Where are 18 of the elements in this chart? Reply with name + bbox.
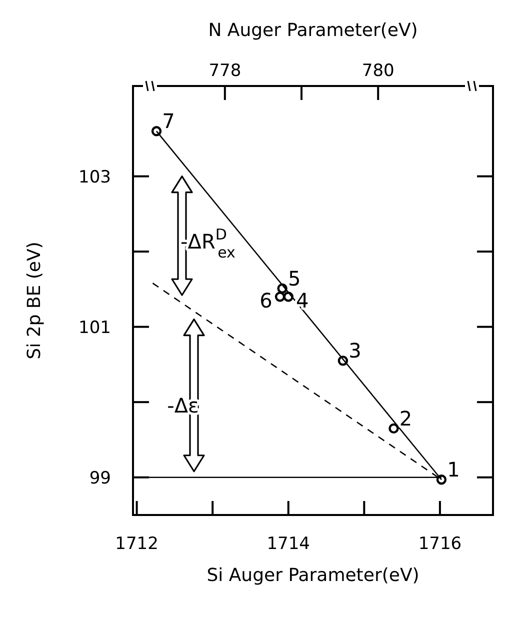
x-tick-label: 1716	[418, 534, 462, 554]
annotation: 3	[348, 338, 362, 363]
x-axis-title: Si Auger Parameter(eV)	[206, 565, 420, 586]
annotation: 2	[399, 406, 412, 430]
y-tick-label: 103	[78, 167, 111, 188]
x2-axis-title: N Auger Parameter(eV)	[208, 20, 418, 41]
y-tick-label: 101	[78, 318, 111, 338]
x2-tick-label: 778	[208, 61, 242, 81]
y-tick-label: 99	[89, 468, 111, 488]
annotation: 6	[260, 288, 272, 313]
x2-tick-label: 780	[362, 61, 394, 81]
annotation: 7	[162, 109, 175, 134]
annotation: 1	[447, 458, 460, 482]
annotation: 4	[296, 288, 309, 313]
y-axis-title: Si 2p BE (eV)	[24, 242, 45, 360]
annotation: 5	[288, 266, 301, 290]
x-tick-label: 1712	[115, 534, 158, 554]
x-tick-label: 1714	[266, 534, 310, 554]
